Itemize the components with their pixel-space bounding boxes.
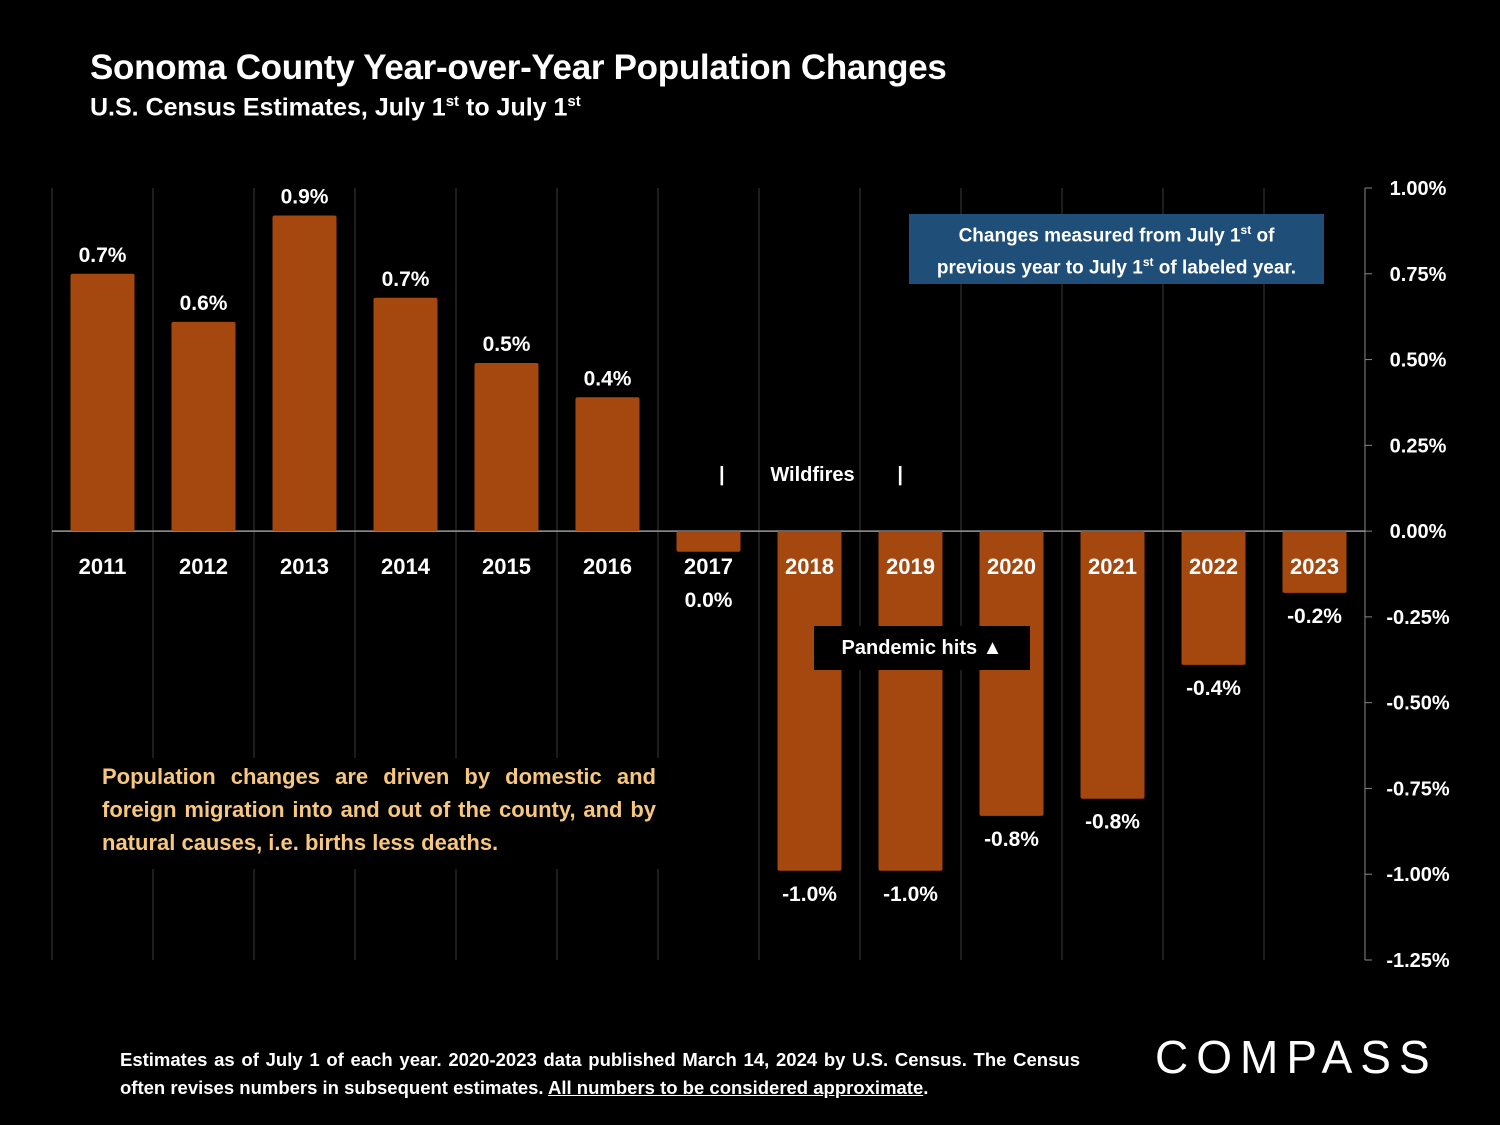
y-tick-label: -0.25% — [1386, 607, 1450, 629]
chart-title: Sonoma County Year-over-Year Population … — [90, 48, 947, 87]
data-label: -1.0% — [883, 883, 938, 906]
x-tick-label: 2022 — [1189, 554, 1238, 579]
y-tick-label: 1.00% — [1390, 178, 1447, 200]
data-label: -0.2% — [1287, 605, 1342, 628]
explanation-text: Population changes are driven by domesti… — [92, 758, 666, 869]
data-label: 0.4% — [584, 367, 632, 390]
bar-2013 — [272, 215, 337, 532]
wildfires-annotation: | Wildfires | — [715, 464, 910, 492]
bar-2016 — [575, 397, 640, 532]
data-label: -1.0% — [782, 883, 837, 906]
y-tick-label: 0.25% — [1390, 435, 1447, 457]
y-tick-label: 0.50% — [1390, 350, 1447, 372]
x-tick-label: 2021 — [1088, 554, 1137, 579]
x-tick-label: 2017 — [684, 554, 733, 579]
x-tick-label: 2013 — [280, 554, 329, 579]
data-label: 0.9% — [281, 185, 329, 208]
bar-2023 — [1282, 531, 1347, 593]
x-tick-label: 2018 — [785, 554, 834, 579]
data-label: -0.8% — [1085, 811, 1140, 834]
data-label: -0.4% — [1186, 677, 1241, 700]
footnote: Estimates as of July 1 of each year. 202… — [120, 1049, 1080, 1098]
bar-2017 — [676, 531, 741, 552]
bar-2018 — [777, 531, 842, 871]
x-tick-label: 2012 — [179, 554, 228, 579]
data-label: 0.6% — [180, 292, 228, 315]
bar-2012 — [171, 321, 236, 532]
x-tick-label: 2016 — [583, 554, 632, 579]
bar-2022 — [1181, 531, 1246, 665]
x-tick-label: 2015 — [482, 554, 531, 579]
wildfires-bracket-right: | — [897, 464, 903, 486]
data-label: -0.8% — [984, 828, 1039, 851]
y-tick-label: 0.00% — [1390, 521, 1447, 543]
x-tick-label: 2023 — [1290, 554, 1339, 579]
y-tick-label: -0.75% — [1386, 778, 1450, 800]
data-label: 0.7% — [382, 268, 430, 291]
x-tick-label: 2020 — [987, 554, 1036, 579]
compass-logo: COMPASS — [1155, 1031, 1438, 1083]
x-tick-label: 2011 — [79, 554, 127, 579]
footnote-disclaimer: All numbers to be considered approximate — [548, 1077, 924, 1098]
y-tick-label: -0.50% — [1386, 693, 1450, 715]
data-label: 0.5% — [483, 333, 531, 356]
bar-2014 — [373, 297, 438, 532]
wildfires-label: Wildfires — [770, 464, 855, 486]
data-label: 0.0% — [685, 589, 733, 612]
bar-2015 — [474, 362, 539, 532]
chart-subtitle: U.S. Census Estimates, July 1st to July … — [90, 93, 581, 122]
measurement-note: Changes measured from July 1st of previo… — [909, 214, 1324, 284]
bar-2020 — [979, 531, 1044, 816]
x-tick-label: 2019 — [886, 554, 935, 579]
y-tick-label: 0.75% — [1390, 264, 1447, 286]
wildfires-bracket-left: | — [719, 464, 725, 486]
data-label: 0.7% — [79, 244, 127, 267]
y-tick-label: -1.00% — [1386, 864, 1450, 886]
bar-2021 — [1080, 531, 1145, 799]
bar-2011 — [70, 273, 135, 532]
pandemic-annotation: Pandemic hits ▲ — [814, 626, 1030, 670]
y-tick-label: -1.25% — [1386, 950, 1450, 972]
bar-2019 — [878, 531, 943, 871]
x-tick-label: 2014 — [381, 554, 431, 579]
